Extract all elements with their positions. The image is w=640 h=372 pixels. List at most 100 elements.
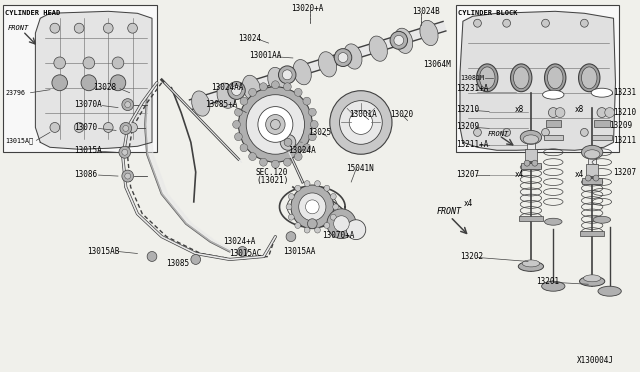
Circle shape	[239, 87, 312, 162]
Circle shape	[556, 108, 565, 118]
Circle shape	[390, 31, 408, 49]
Circle shape	[299, 193, 326, 221]
Circle shape	[586, 175, 591, 181]
Circle shape	[249, 89, 257, 96]
Ellipse shape	[518, 262, 543, 271]
Text: x8: x8	[575, 105, 584, 114]
Circle shape	[74, 122, 84, 132]
Ellipse shape	[579, 64, 600, 92]
Ellipse shape	[582, 145, 603, 159]
Bar	[3, 5, 157, 152]
Circle shape	[330, 193, 336, 199]
Bar	[582, 178, 602, 184]
Circle shape	[122, 99, 134, 110]
Ellipse shape	[584, 150, 600, 159]
Circle shape	[349, 110, 372, 134]
Bar	[545, 119, 561, 128]
Ellipse shape	[268, 67, 286, 93]
Circle shape	[249, 153, 257, 161]
Bar	[594, 119, 610, 128]
Circle shape	[294, 89, 302, 96]
Circle shape	[271, 160, 279, 168]
Circle shape	[74, 23, 84, 33]
Circle shape	[580, 128, 588, 137]
Circle shape	[83, 57, 95, 69]
Circle shape	[284, 83, 291, 91]
Circle shape	[333, 204, 339, 210]
Text: 13024+A: 13024+A	[223, 237, 255, 246]
Circle shape	[532, 160, 538, 166]
Bar	[527, 140, 535, 157]
Text: 13024B: 13024B	[412, 7, 440, 16]
Circle shape	[259, 83, 268, 91]
Text: 13231+A: 13231+A	[456, 84, 488, 93]
Text: FRONT: FRONT	[487, 131, 508, 137]
Circle shape	[346, 220, 365, 240]
Text: 23796: 23796	[5, 90, 25, 96]
Text: 13210: 13210	[456, 105, 479, 114]
Ellipse shape	[511, 64, 532, 92]
Ellipse shape	[293, 60, 311, 85]
Circle shape	[334, 49, 352, 67]
Circle shape	[110, 75, 125, 91]
Text: x8: x8	[515, 105, 524, 114]
Circle shape	[81, 75, 97, 91]
Text: 13015AA: 13015AA	[283, 247, 316, 256]
Ellipse shape	[191, 91, 210, 116]
Ellipse shape	[369, 36, 387, 61]
Circle shape	[308, 133, 316, 141]
Text: 13070: 13070	[74, 123, 97, 132]
Bar	[543, 135, 563, 140]
Circle shape	[605, 108, 614, 118]
Ellipse shape	[394, 28, 413, 54]
Text: x4: x4	[575, 170, 584, 179]
Bar	[580, 231, 604, 235]
Circle shape	[327, 209, 356, 238]
Circle shape	[104, 122, 113, 132]
Ellipse shape	[593, 216, 611, 223]
Circle shape	[289, 193, 294, 199]
Text: 13024A: 13024A	[288, 146, 316, 155]
Ellipse shape	[520, 131, 541, 144]
Ellipse shape	[545, 64, 566, 92]
Bar	[519, 216, 543, 221]
Ellipse shape	[420, 20, 438, 46]
Bar	[586, 164, 598, 176]
Circle shape	[324, 185, 330, 191]
Text: 13210: 13210	[614, 108, 637, 117]
Text: 13207: 13207	[456, 170, 479, 179]
Circle shape	[266, 115, 285, 134]
Circle shape	[128, 23, 138, 33]
Ellipse shape	[522, 260, 540, 267]
Circle shape	[258, 107, 293, 142]
Text: 13211: 13211	[614, 136, 637, 145]
Circle shape	[541, 19, 549, 27]
Ellipse shape	[582, 67, 597, 89]
Circle shape	[237, 247, 247, 256]
Circle shape	[228, 81, 245, 99]
Text: 13207: 13207	[614, 168, 637, 177]
Text: 15041N: 15041N	[346, 164, 374, 173]
Text: 13231: 13231	[614, 88, 637, 97]
Bar	[456, 5, 620, 152]
Text: 13025: 13025	[308, 128, 332, 137]
Circle shape	[394, 35, 404, 45]
Circle shape	[338, 52, 348, 62]
Polygon shape	[145, 98, 236, 251]
Circle shape	[246, 95, 305, 154]
Circle shape	[541, 128, 549, 137]
Text: 13070A: 13070A	[74, 100, 102, 109]
Circle shape	[282, 70, 292, 80]
Circle shape	[54, 57, 65, 69]
Polygon shape	[35, 11, 152, 149]
Text: 13201: 13201	[536, 277, 559, 286]
Circle shape	[232, 86, 241, 96]
Circle shape	[240, 97, 248, 105]
Text: 13015AB: 13015AB	[87, 247, 119, 256]
Circle shape	[474, 128, 481, 137]
Circle shape	[295, 222, 301, 228]
Text: 13020+A: 13020+A	[291, 4, 323, 13]
Circle shape	[278, 66, 296, 84]
Text: 13209: 13209	[609, 121, 632, 130]
Circle shape	[307, 219, 317, 229]
